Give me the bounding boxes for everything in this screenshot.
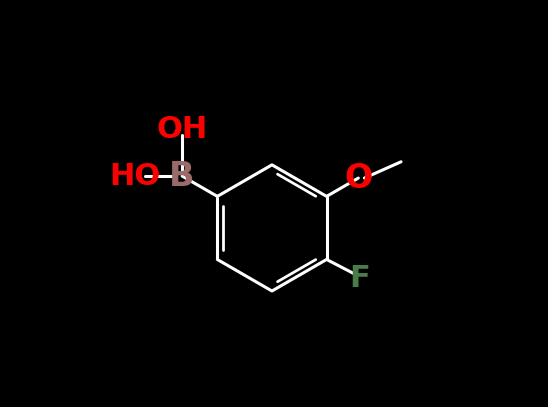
- Text: B: B: [169, 160, 195, 193]
- Text: O: O: [344, 162, 373, 195]
- Text: HO: HO: [110, 162, 161, 190]
- Text: OH: OH: [157, 115, 208, 144]
- Text: F: F: [350, 264, 370, 293]
